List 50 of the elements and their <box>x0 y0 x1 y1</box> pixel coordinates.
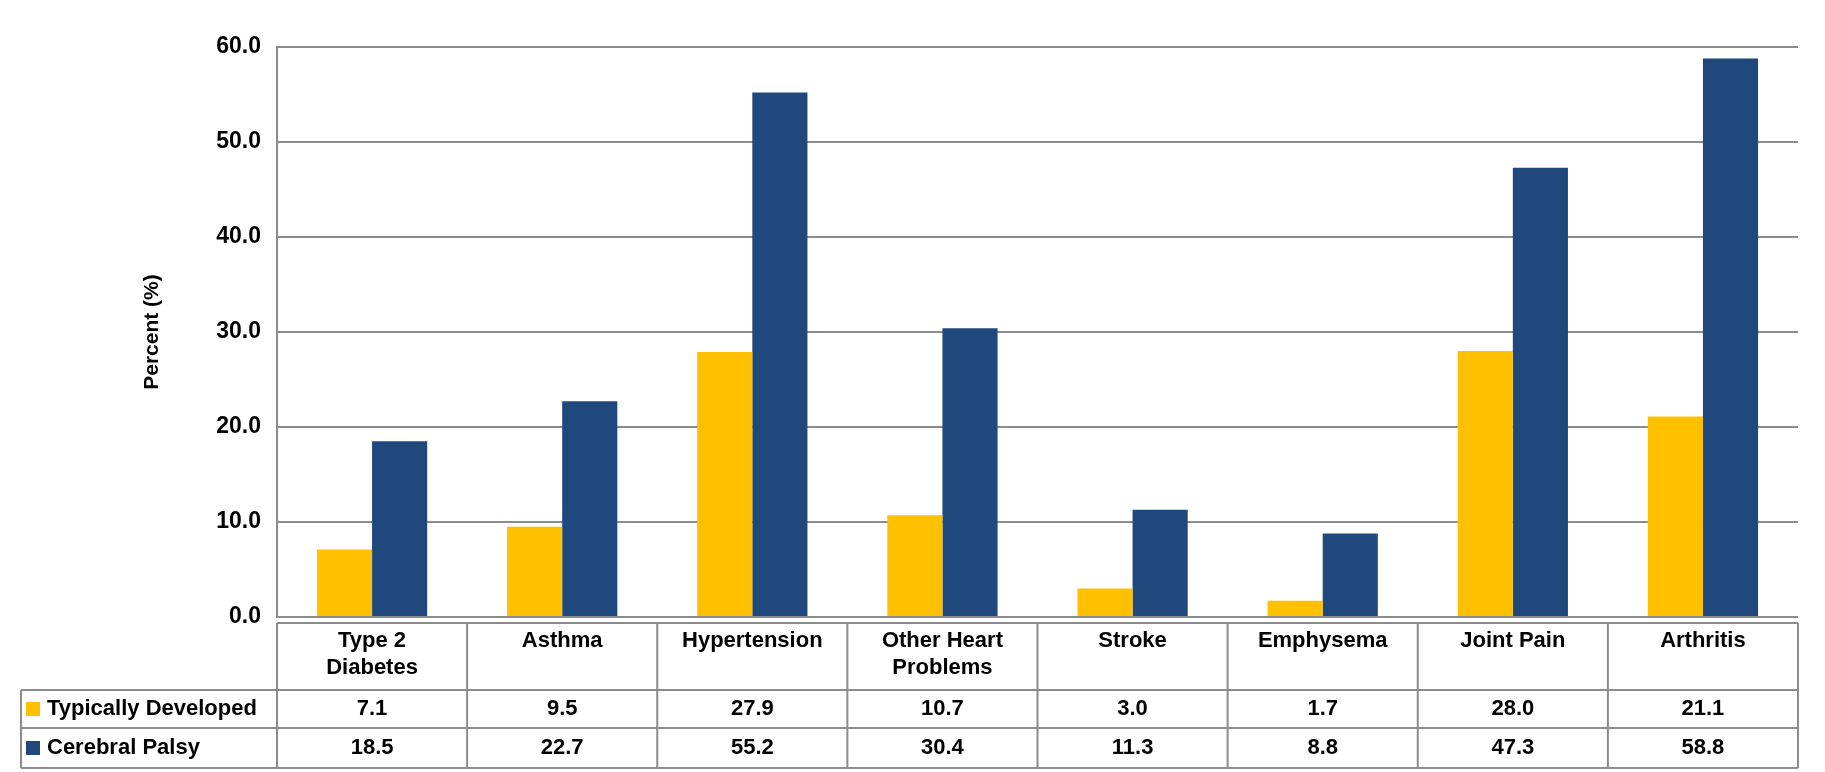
bar <box>942 328 998 616</box>
data-label: 18.5 <box>350 734 394 760</box>
x-tick-label: Arthritis <box>1660 627 1746 653</box>
y-tick-label: 20.0 <box>216 412 261 439</box>
bar <box>507 526 563 616</box>
x-tick-label: Asthma <box>521 627 604 653</box>
legend-label: Cerebral Palsy <box>47 734 201 760</box>
bar <box>1132 509 1188 616</box>
legend-label: Typically Developed <box>47 695 257 721</box>
data-label: 55.2 <box>730 734 774 760</box>
bar <box>887 515 943 616</box>
data-label: 22.7 <box>540 734 584 760</box>
bar <box>1322 533 1378 616</box>
y-tick-label: 50.0 <box>216 127 261 154</box>
bar <box>752 92 808 616</box>
data-label: 8.8 <box>1307 734 1338 760</box>
bar <box>1702 58 1759 616</box>
x-tick-label: Emphysema <box>1257 627 1389 653</box>
y-axis-title: Percent (%) <box>139 274 163 390</box>
bar <box>1647 416 1703 616</box>
x-tick-label: Other Heart Problems <box>881 627 1004 680</box>
bar <box>697 351 753 616</box>
data-label: 28.0 <box>1491 695 1535 721</box>
data-label: 3.0 <box>1117 695 1148 721</box>
y-tick-label: 60.0 <box>216 32 261 59</box>
data-label: 58.8 <box>1681 734 1725 760</box>
data-label: 47.3 <box>1491 734 1535 760</box>
y-tick-label: 10.0 <box>216 507 261 534</box>
y-tick-label: 0.0 <box>229 602 261 629</box>
bar <box>316 549 373 616</box>
bar <box>1077 588 1133 616</box>
x-tick-label: Hypertension <box>682 627 823 653</box>
bar <box>372 441 428 616</box>
data-label: 1.7 <box>1307 695 1338 721</box>
data-label: 10.7 <box>921 695 964 721</box>
bar <box>1512 167 1568 616</box>
data-label: 11.3 <box>1111 734 1154 760</box>
y-tick-label: 40.0 <box>216 222 261 249</box>
y-tick-label: 30.0 <box>216 317 261 344</box>
data-label: 30.4 <box>921 734 965 760</box>
x-tick-label: Joint Pain <box>1460 627 1566 653</box>
bar <box>562 401 618 616</box>
data-label: 21.1 <box>1681 695 1725 721</box>
data-label: 9.5 <box>546 695 578 721</box>
bar <box>1457 351 1513 616</box>
data-label: 27.9 <box>730 695 774 721</box>
x-tick-label: Type 2 Diabetes <box>326 627 418 680</box>
x-tick-label: Stroke <box>1098 627 1167 653</box>
bar <box>1267 600 1323 616</box>
data-label: 7.1 <box>356 695 388 721</box>
